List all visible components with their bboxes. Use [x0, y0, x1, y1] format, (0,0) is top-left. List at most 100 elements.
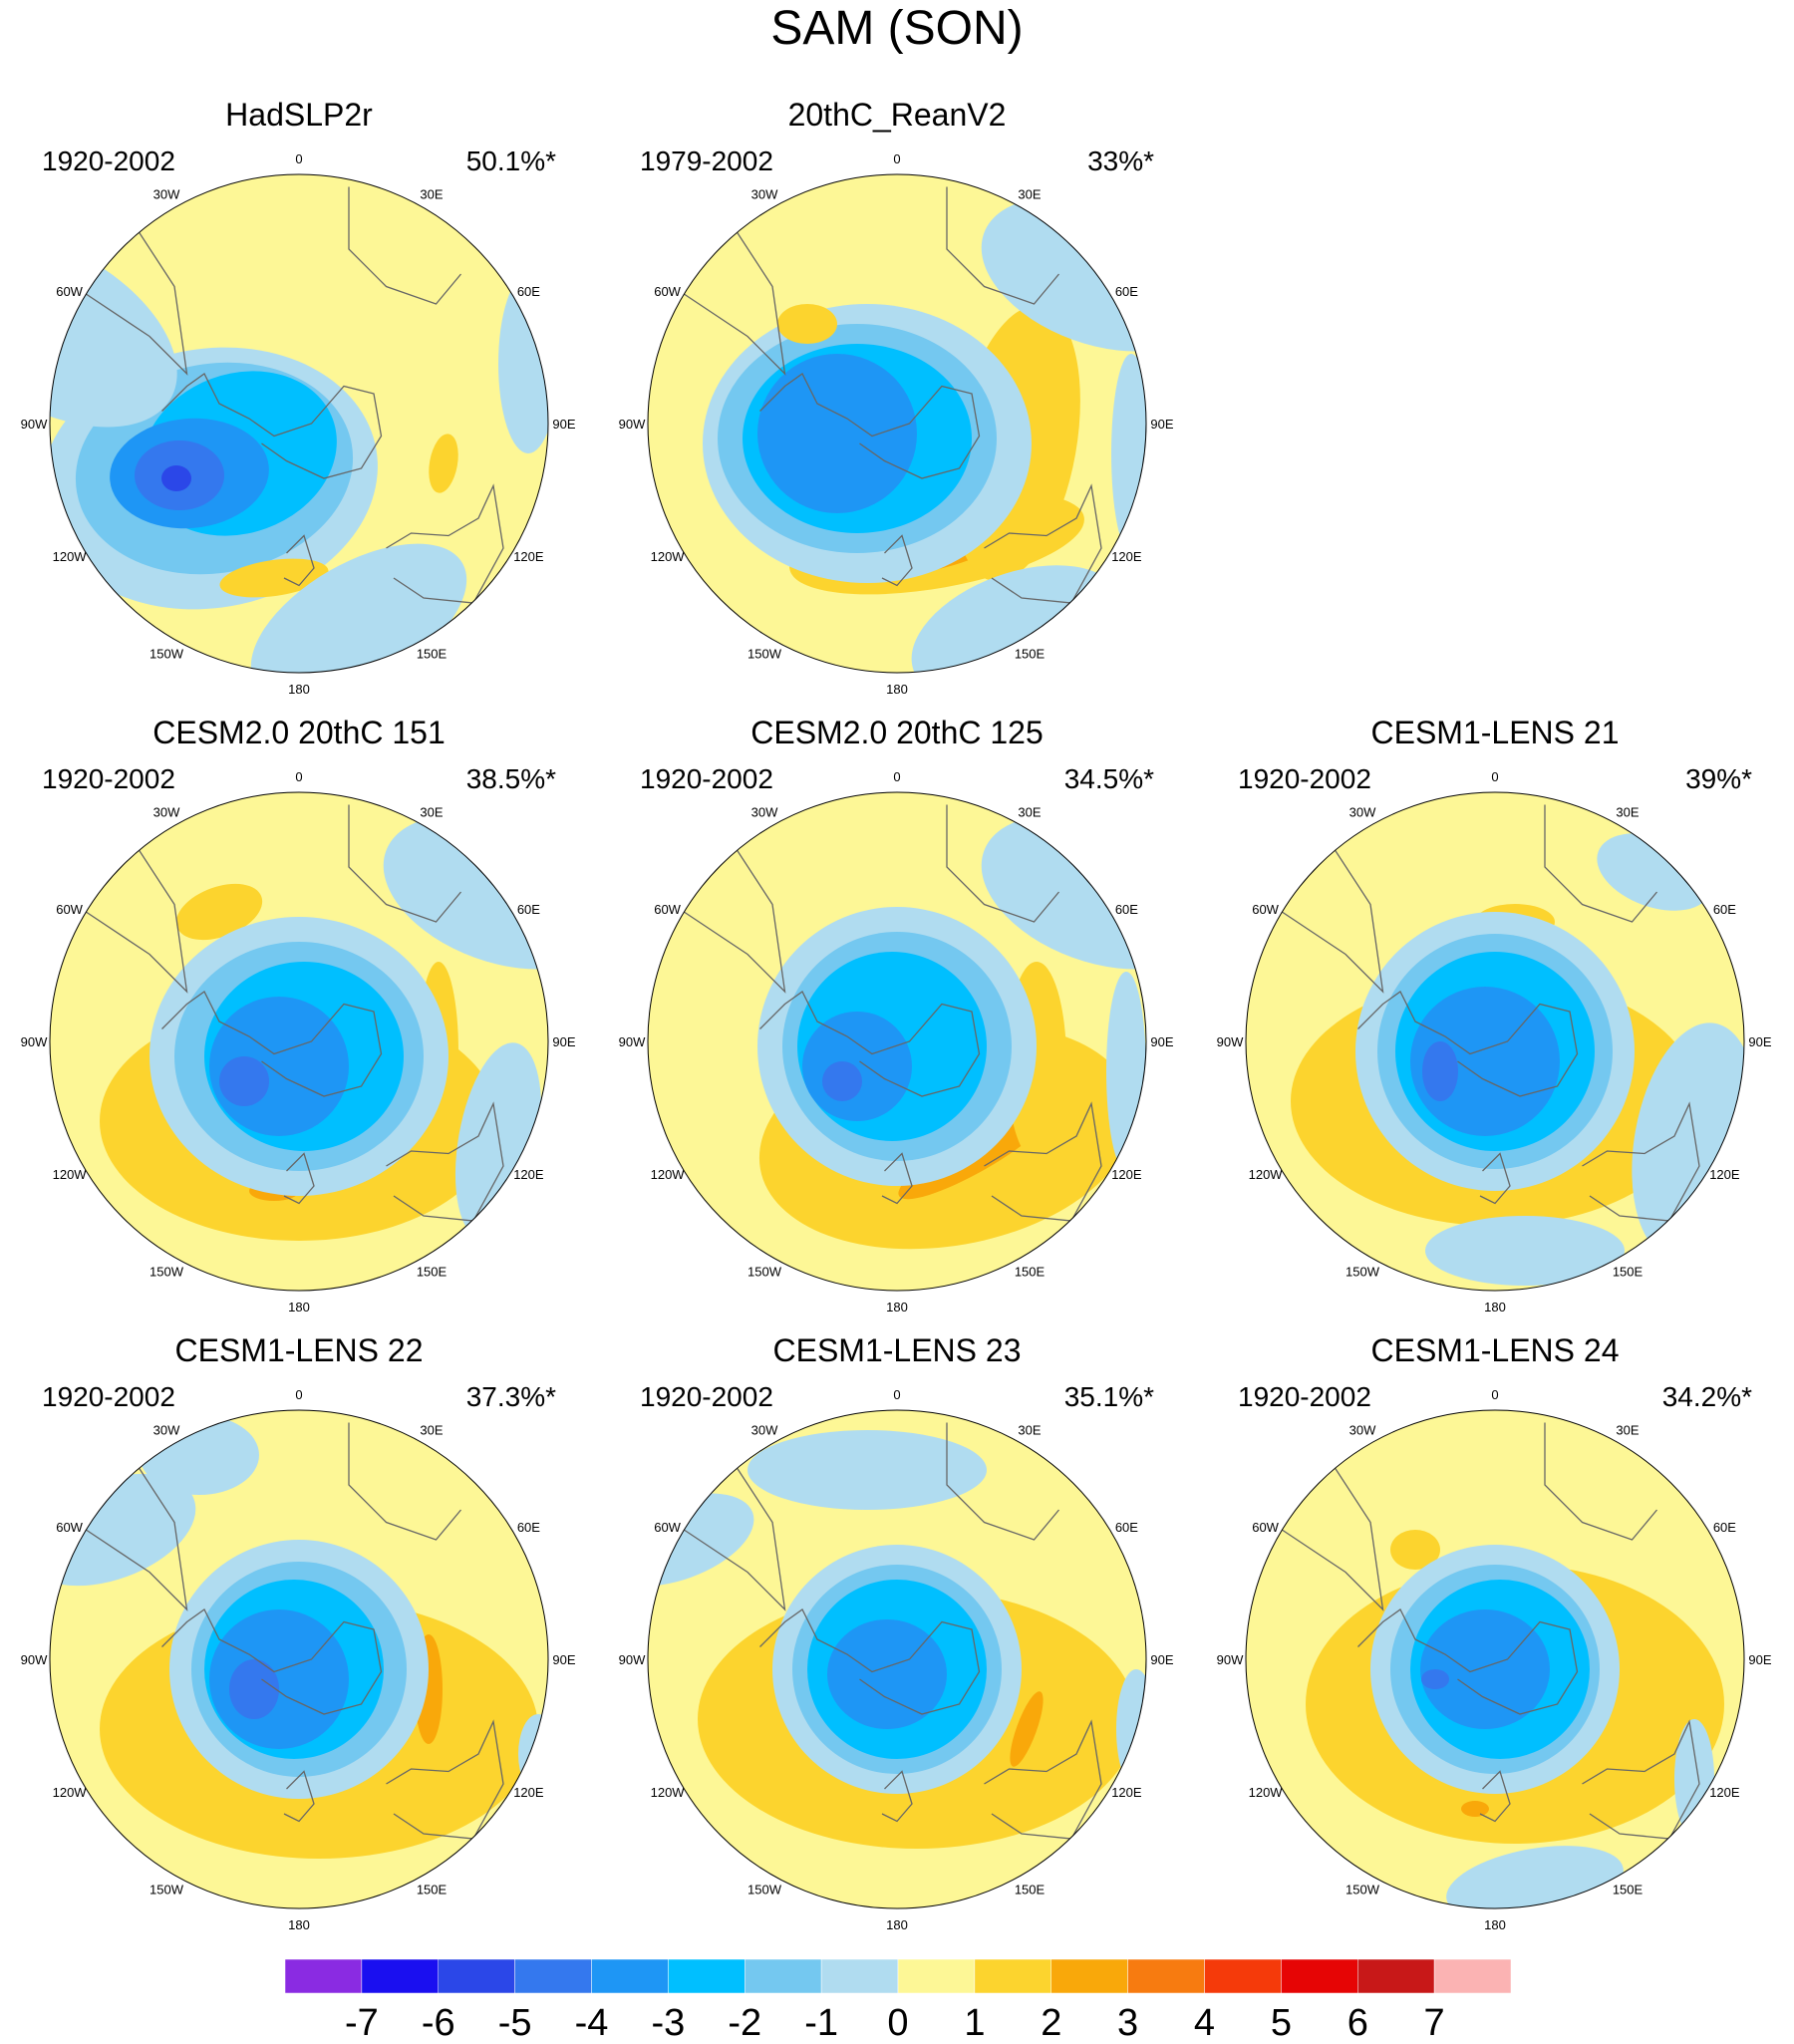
- longitude-label: 180: [1484, 1300, 1506, 1314]
- longitude-label: 90E: [552, 1034, 575, 1049]
- anomaly-contour: [429, 434, 458, 493]
- map-boundary: [49, 173, 549, 674]
- longitude-label: 0: [1491, 769, 1498, 784]
- longitude-label: 30W: [751, 1423, 778, 1438]
- longitude-label: 30E: [1616, 1423, 1639, 1438]
- longitude-label: 90E: [552, 1652, 575, 1667]
- coastline: [672, 228, 786, 376]
- coastline: [1582, 1719, 1700, 1840]
- longitude-label: 150E: [417, 646, 448, 661]
- panel-variance: 35.1%*: [1063, 1381, 1154, 1412]
- coastline: [946, 1422, 1059, 1541]
- longitude-label: 90E: [1748, 1652, 1771, 1667]
- longitude-label: 30W: [153, 805, 180, 820]
- colorbar-segment: [514, 1959, 592, 1994]
- colorbar-segment: [591, 1959, 669, 1994]
- polar-map: 0 30E 60E 90E 120E 150E 180 150W 120W 90W 60W 30W: [21, 769, 576, 1314]
- longitude-label: 0: [893, 769, 900, 784]
- anomaly-contour: [161, 465, 191, 491]
- anomaly-contour: [250, 543, 467, 673]
- coastline: [672, 846, 786, 994]
- colorbar-segment: [1281, 1959, 1358, 1994]
- longitude-label: 30E: [1616, 805, 1639, 820]
- longitude-label: 150E: [1613, 1264, 1644, 1279]
- colorbar-segment: [361, 1959, 440, 1994]
- colorbar-tick-label: 2: [1041, 2002, 1062, 2044]
- longitude-label: 120E: [513, 1785, 544, 1800]
- polar-map: 0 30E 60E 90E 120E 150E 180 150W 120W 90W 60W 30W: [1217, 1387, 1772, 1932]
- panel-title: HadSLP2r: [225, 97, 373, 133]
- longitude-label: 90W: [21, 1652, 48, 1667]
- coastline: [881, 534, 913, 587]
- longitude-label: 180: [886, 1917, 908, 1932]
- longitude-label: 0: [893, 151, 900, 166]
- longitude-label: 180: [288, 682, 310, 697]
- colorbar-tick-label: 5: [1270, 2002, 1292, 2044]
- longitude-label: 150W: [150, 1882, 184, 1897]
- longitude-label: 120E: [1709, 1167, 1740, 1182]
- panel-title: CESM2.0 20thC 151: [152, 715, 446, 750]
- longitude-label: 30E: [420, 805, 443, 820]
- coastline: [283, 1770, 315, 1823]
- anomaly-contour: [219, 1056, 269, 1106]
- longitude-label: 0: [893, 1387, 900, 1402]
- colorbar-tick-label: -3: [651, 2002, 686, 2044]
- longitude-label: 30W: [751, 805, 778, 820]
- longitude-label: 30E: [1018, 1423, 1041, 1438]
- coastline: [161, 1608, 383, 1715]
- coastline: [74, 228, 188, 376]
- map-panel: CESM2.0 20thC 125 1920-2002 34.5%* 0 30E 60E 9…: [618, 713, 1176, 1320]
- coastline: [348, 1422, 461, 1541]
- polar-map: 0 30E 60E 90E 120E 150E 180 150W 120W 90W 60W 30W: [619, 769, 1174, 1314]
- longitude-label: 150W: [1346, 1882, 1380, 1897]
- anomaly-contour: [802, 1012, 912, 1121]
- longitude-label: 150E: [1015, 646, 1046, 661]
- panel-years: 1920-2002: [42, 1381, 175, 1412]
- longitude-label: 60W: [654, 1520, 681, 1535]
- longitude-label: 60W: [1252, 902, 1279, 917]
- panel-title: CESM1-LENS 21: [1370, 715, 1620, 750]
- longitude-label: 120W: [53, 1785, 88, 1800]
- coastline: [386, 1101, 504, 1222]
- colorbar-segment: [897, 1959, 976, 1994]
- colorbar: [285, 1959, 1511, 1994]
- anomaly-contour: [1010, 1691, 1044, 1767]
- longitude-label: 90W: [1217, 1034, 1244, 1049]
- longitude-label: 60E: [1115, 284, 1138, 299]
- longitude-label: 120W: [53, 549, 88, 564]
- panel-variance: 34.2%*: [1661, 1381, 1752, 1412]
- colorbar-segment: [1127, 1959, 1205, 1994]
- polar-map: 0 30E 60E 90E 120E 150E 180 150W 120W 90W 60W 30W: [21, 151, 576, 697]
- coastline: [946, 804, 1059, 923]
- longitude-label: 150W: [1346, 1264, 1380, 1279]
- polar-map: 0 30E 60E 90E 120E 150E 180 150W 120W 90W 60W 30W: [1217, 769, 1772, 1314]
- longitude-label: 90W: [21, 417, 48, 432]
- longitude-label: 30W: [1349, 1423, 1376, 1438]
- colorbar-tick-label: 6: [1346, 2002, 1368, 2044]
- longitude-label: 150E: [1015, 1882, 1046, 1897]
- panel-years: 1920-2002: [42, 146, 175, 176]
- longitude-label: 0: [295, 151, 302, 166]
- longitude-label: 150W: [748, 1264, 782, 1279]
- colorbar-tick-label: 0: [887, 2002, 909, 2044]
- coastline: [1270, 846, 1384, 994]
- longitude-label: 120E: [1111, 549, 1142, 564]
- colorbar-segment: [1433, 1959, 1511, 1994]
- longitude-label: 60E: [1713, 902, 1736, 917]
- colorbar-tick-label: -2: [728, 2002, 762, 2044]
- coastline: [946, 186, 1059, 305]
- coastline: [1479, 1770, 1511, 1823]
- panel-variance: 37.3%*: [465, 1381, 556, 1412]
- panel-variance: 34.5%*: [1063, 763, 1154, 794]
- colorbar-tick-label: -4: [574, 2002, 609, 2044]
- colorbar-tick-label: -1: [804, 2002, 838, 2044]
- longitude-label: 60W: [56, 902, 83, 917]
- anomaly-contour: [1425, 1216, 1625, 1286]
- panel-variance: 50.1%*: [465, 146, 556, 176]
- coastline: [1270, 1464, 1384, 1611]
- anomaly-contour: [757, 354, 917, 513]
- coastline: [161, 373, 383, 479]
- map-boundary: [1245, 1409, 1745, 1909]
- coastline: [759, 991, 981, 1097]
- colorbar-tick-label: 3: [1117, 2002, 1139, 2044]
